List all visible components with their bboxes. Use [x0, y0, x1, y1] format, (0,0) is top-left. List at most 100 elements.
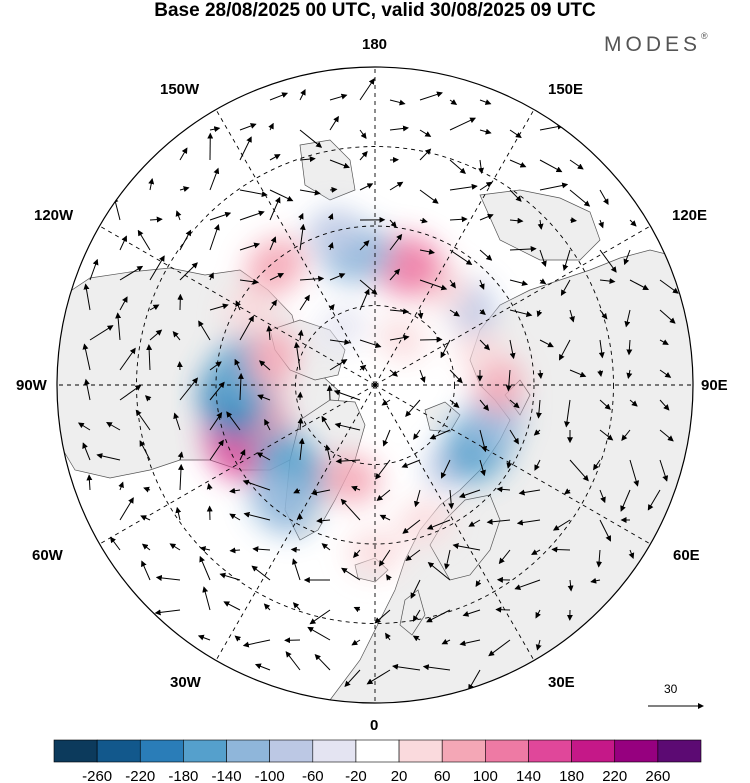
wind-vector	[552, 519, 571, 531]
wind-vector	[419, 129, 432, 137]
wind-vector	[175, 506, 182, 521]
wind-vector	[229, 547, 241, 554]
wind-vector	[479, 339, 490, 351]
wind-vector	[299, 129, 323, 148]
meridian-line	[99, 384, 376, 545]
wind-vector	[263, 603, 271, 611]
wind-vector	[89, 325, 114, 341]
wind-vector	[329, 339, 351, 345]
meridian-line	[99, 225, 376, 386]
wind-vector	[449, 279, 456, 289]
colorbar-cell	[398, 739, 443, 763]
colorbar-tick-label: 180	[559, 768, 584, 783]
colorbar-cell	[53, 739, 98, 763]
wind-vector	[401, 459, 421, 468]
wind-vector	[269, 236, 277, 251]
wind-vector	[314, 653, 331, 671]
wind-vector	[229, 513, 241, 521]
lon-label-30e: 30E	[548, 674, 575, 691]
wind-vector	[235, 300, 241, 311]
wind-vector	[597, 369, 604, 377]
wind-vector	[539, 182, 569, 191]
lon-label-60e: 60E	[673, 547, 700, 564]
wind-vector	[626, 339, 633, 356]
wind-vector	[444, 549, 451, 570]
colorbar-tick-label: 220	[602, 768, 627, 783]
wind-vector	[386, 574, 392, 581]
wind-vector	[310, 489, 331, 496]
wind-vector	[309, 609, 331, 625]
wind-vector	[307, 626, 331, 641]
wind-vector	[449, 399, 460, 408]
wind-vector	[413, 489, 421, 508]
meridian-line	[215, 109, 376, 386]
wind-vector	[539, 123, 564, 131]
wind-vector	[389, 125, 409, 132]
wind-vector	[468, 669, 481, 691]
wind-vector	[624, 309, 631, 328]
wind-vector	[389, 308, 410, 315]
wind-vector	[496, 486, 511, 493]
wind-vector	[137, 229, 151, 251]
wind-vector	[374, 609, 391, 624]
colorbar-cell	[312, 739, 357, 763]
wind-vector	[479, 249, 493, 261]
wind-vector	[412, 635, 421, 642]
wind-vector	[440, 339, 451, 359]
wind-vector	[659, 429, 674, 442]
lon-label-30w: 30W	[170, 674, 201, 691]
wind-vector	[405, 399, 421, 417]
wind-vector	[449, 183, 478, 191]
wind-vector	[599, 489, 606, 504]
wind-vector	[426, 519, 451, 530]
wind-vector	[629, 279, 649, 290]
wind-vector	[535, 639, 542, 651]
wind-vector	[327, 213, 334, 221]
wind-vector	[590, 577, 601, 584]
wind-vector	[299, 294, 310, 311]
wind-vector	[659, 279, 679, 294]
wind-vector	[659, 339, 669, 345]
wind-vector	[534, 459, 541, 471]
wind-vector	[353, 606, 361, 613]
wind-vector	[149, 255, 165, 281]
wind-vector	[148, 178, 155, 191]
wind-vector	[462, 609, 481, 617]
wind-vector	[659, 459, 669, 482]
wind-vector	[378, 549, 391, 567]
wind-vector	[518, 489, 541, 496]
wind-vector	[179, 262, 198, 281]
wind-vector	[509, 129, 522, 138]
wind-vector	[486, 518, 511, 525]
colorbar-cell	[441, 739, 486, 763]
wind-vector	[419, 91, 443, 101]
wind-vector	[509, 279, 529, 287]
colorbar-cell	[139, 739, 184, 763]
wind-vector	[468, 519, 481, 527]
wind-vector	[299, 89, 306, 101]
wind-vector	[659, 309, 676, 324]
positive-anomaly	[377, 317, 426, 361]
wind-vector	[459, 639, 481, 647]
wind-vector	[334, 422, 361, 431]
wind-vector	[86, 474, 93, 491]
wind-vector	[516, 519, 541, 526]
reference-vector-label: 30	[664, 682, 678, 696]
wind-vector	[119, 235, 128, 251]
wind-vector	[593, 459, 601, 471]
colorbar-tick-label: -20	[345, 768, 367, 783]
wind-vector	[316, 517, 331, 524]
wind-vector	[209, 211, 232, 221]
wind-vector	[229, 487, 241, 494]
wind-vector	[426, 609, 451, 623]
wind-vector	[329, 186, 338, 193]
land-alaska-chukotka	[299, 139, 356, 201]
wind-vector	[149, 216, 163, 223]
wind-vector	[535, 609, 541, 619]
wind-vector	[321, 543, 331, 551]
wind-vector	[285, 651, 301, 671]
wind-vector	[623, 249, 631, 266]
wind-vector	[293, 341, 301, 371]
wind-vector	[252, 546, 271, 553]
wind-vector	[353, 549, 361, 558]
